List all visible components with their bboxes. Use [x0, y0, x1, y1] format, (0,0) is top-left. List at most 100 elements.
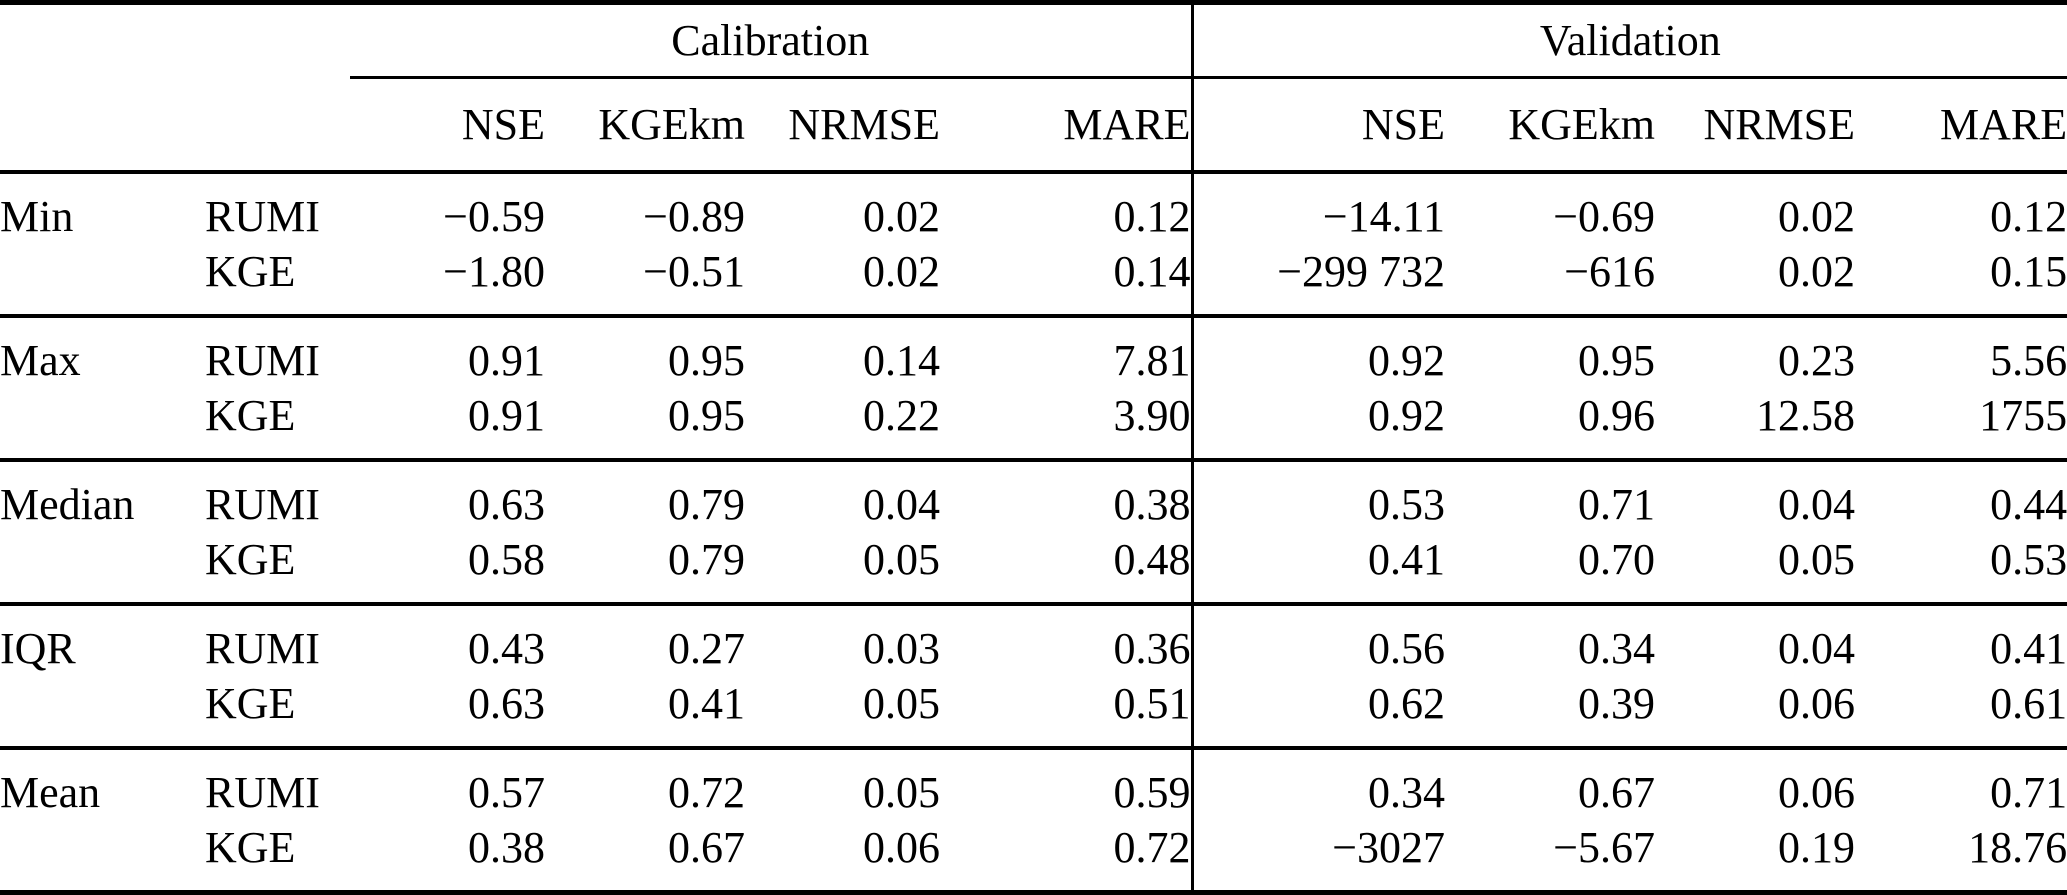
col-header-cal-kgekm: KGEkm — [545, 77, 745, 174]
value-cell: 0.12 — [1855, 170, 2067, 244]
section-min: Min RUMI −0.59 −0.89 0.02 0.12 −14.11 −0… — [0, 170, 2067, 316]
table-row: KGE 0.91 0.95 0.22 3.90 0.92 0.96 12.58 … — [0, 388, 2067, 460]
value-cell: 0.38 — [350, 820, 545, 895]
value-cell: 0.59 — [940, 746, 1193, 820]
group-header-row: Calibration Validation — [0, 0, 2067, 79]
value-cell: 0.58 — [468, 535, 545, 584]
value-cell: 0.06 — [1655, 746, 1856, 820]
value-cell: −616 — [1564, 247, 1656, 296]
value-cell: 0.34 — [1445, 602, 1656, 676]
value-cell: 0.63 — [468, 679, 545, 728]
value-cell: −3027 — [1190, 820, 1446, 895]
value-cell: 0.14 — [745, 314, 940, 388]
value-cell: 5.56 — [1855, 314, 2067, 388]
value-cell: 0.57 — [350, 746, 545, 820]
value-cell: 0.34 — [1190, 746, 1446, 820]
table-row: Min RUMI −0.59 −0.89 0.02 0.12 −14.11 −0… — [0, 170, 2067, 244]
col-header-cal-mare: MARE — [940, 77, 1193, 174]
value-cell: −0.69 — [1445, 170, 1656, 244]
stat-label: Max — [0, 314, 205, 388]
method-label: RUMI — [205, 746, 350, 820]
col-header-cal-nse: NSE — [350, 77, 545, 174]
metric-header-row: NSE KGEkm NRMSE MARE NSE KGEkm NRMSE MAR… — [0, 77, 2067, 174]
value-cell: 0.05 — [863, 535, 940, 584]
value-cell: 0.61 — [1990, 679, 2067, 728]
value-cell: 0.02 — [745, 170, 940, 244]
value-cell: 0.79 — [668, 535, 745, 584]
col-header-val-nse: NSE — [1190, 77, 1446, 174]
value-cell: 0.44 — [1855, 458, 2067, 532]
section-max: Max RUMI 0.91 0.95 0.14 7.81 0.92 0.95 0… — [0, 314, 2067, 460]
value-cell: 0.38 — [940, 458, 1193, 532]
value-cell: 0.02 — [863, 247, 940, 296]
method-label: RUMI — [205, 314, 350, 388]
value-cell: 0.04 — [745, 458, 940, 532]
value-cell: 7.81 — [940, 314, 1193, 388]
value-cell: 0.39 — [1578, 679, 1656, 728]
value-cell: 0.67 — [1445, 746, 1656, 820]
stat-label: Min — [0, 170, 205, 244]
value-cell: 0.03 — [745, 602, 940, 676]
value-cell: 0.41 — [1855, 602, 2067, 676]
value-cell: 0.15 — [1990, 247, 2067, 296]
value-cell: 0.79 — [545, 458, 745, 532]
value-cell: 0.63 — [350, 458, 545, 532]
value-cell: 0.62 — [1190, 676, 1446, 748]
value-cell: 0.67 — [545, 820, 745, 895]
value-cell: 0.36 — [940, 602, 1193, 676]
value-cell: 0.05 — [745, 746, 940, 820]
table-row: Mean RUMI 0.57 0.72 0.05 0.59 0.34 0.67 … — [0, 746, 2067, 820]
section-iqr: IQR RUMI 0.43 0.27 0.03 0.36 0.56 0.34 0… — [0, 602, 2067, 748]
value-cell: 0.95 — [1445, 314, 1656, 388]
stat-label: Median — [0, 458, 205, 532]
method-label: RUMI — [205, 602, 350, 676]
col-header-val-nrmse: NRMSE — [1655, 77, 1856, 174]
stat-label: IQR — [0, 602, 205, 676]
value-cell: 0.06 — [745, 820, 940, 895]
method-label: KGE — [205, 391, 296, 440]
value-cell: 0.48 — [1113, 535, 1191, 584]
method-label: RUMI — [205, 458, 350, 532]
value-cell: 0.22 — [863, 391, 940, 440]
method-label: KGE — [205, 535, 296, 584]
table-row: KGE 0.38 0.67 0.06 0.72 −3027 −5.67 0.19… — [0, 820, 2067, 895]
value-cell: 0.06 — [1778, 679, 1856, 728]
method-label: KGE — [205, 820, 350, 895]
value-cell: 0.71 — [1855, 746, 2067, 820]
value-cell: 0.14 — [1113, 247, 1191, 296]
value-cell: 0.43 — [350, 602, 545, 676]
value-cell: −1.80 — [443, 247, 545, 296]
value-cell: 12.58 — [1756, 391, 1856, 440]
table-header: Calibration Validation NSE KGEkm NRMSE M… — [0, 0, 2067, 174]
value-cell: −0.59 — [350, 170, 545, 244]
value-cell: 0.04 — [1655, 602, 1856, 676]
value-cell: 0.92 — [1190, 388, 1446, 460]
value-cell: 0.19 — [1655, 820, 1856, 895]
value-cell: 0.23 — [1655, 314, 1856, 388]
value-cell: −14.11 — [1190, 170, 1446, 244]
value-cell: 0.72 — [940, 820, 1193, 895]
value-cell: 0.53 — [1990, 535, 2067, 584]
col-header-val-mare: MARE — [1855, 77, 2067, 174]
value-cell: 18.76 — [1855, 820, 2067, 895]
value-cell: 0.12 — [940, 170, 1193, 244]
group-header-calibration: Calibration — [350, 0, 1193, 79]
table-row: KGE −1.80 −0.51 0.02 0.14 −299 732 −616 … — [0, 244, 2067, 316]
value-cell: 0.05 — [863, 679, 940, 728]
value-cell: −299 732 — [1190, 244, 1446, 316]
value-cell: 0.91 — [468, 391, 545, 440]
table-row: KGE 0.63 0.41 0.05 0.51 0.62 0.39 0.06 0… — [0, 676, 2067, 748]
value-cell: 1755 — [1979, 391, 2067, 440]
section-mean: Mean RUMI 0.57 0.72 0.05 0.59 0.34 0.67 … — [0, 746, 2067, 895]
value-cell: 0.02 — [1778, 247, 1856, 296]
table-row: KGE 0.58 0.79 0.05 0.48 0.41 0.70 0.05 0… — [0, 532, 2067, 604]
table-row: IQR RUMI 0.43 0.27 0.03 0.36 0.56 0.34 0… — [0, 602, 2067, 676]
value-cell: −0.89 — [545, 170, 745, 244]
value-cell: 0.95 — [668, 391, 745, 440]
section-median: Median RUMI 0.63 0.79 0.04 0.38 0.53 0.7… — [0, 458, 2067, 604]
value-cell: 0.53 — [1190, 458, 1446, 532]
value-cell: 0.72 — [545, 746, 745, 820]
stat-label: Mean — [0, 746, 205, 820]
col-header-val-kgekm: KGEkm — [1445, 77, 1656, 174]
